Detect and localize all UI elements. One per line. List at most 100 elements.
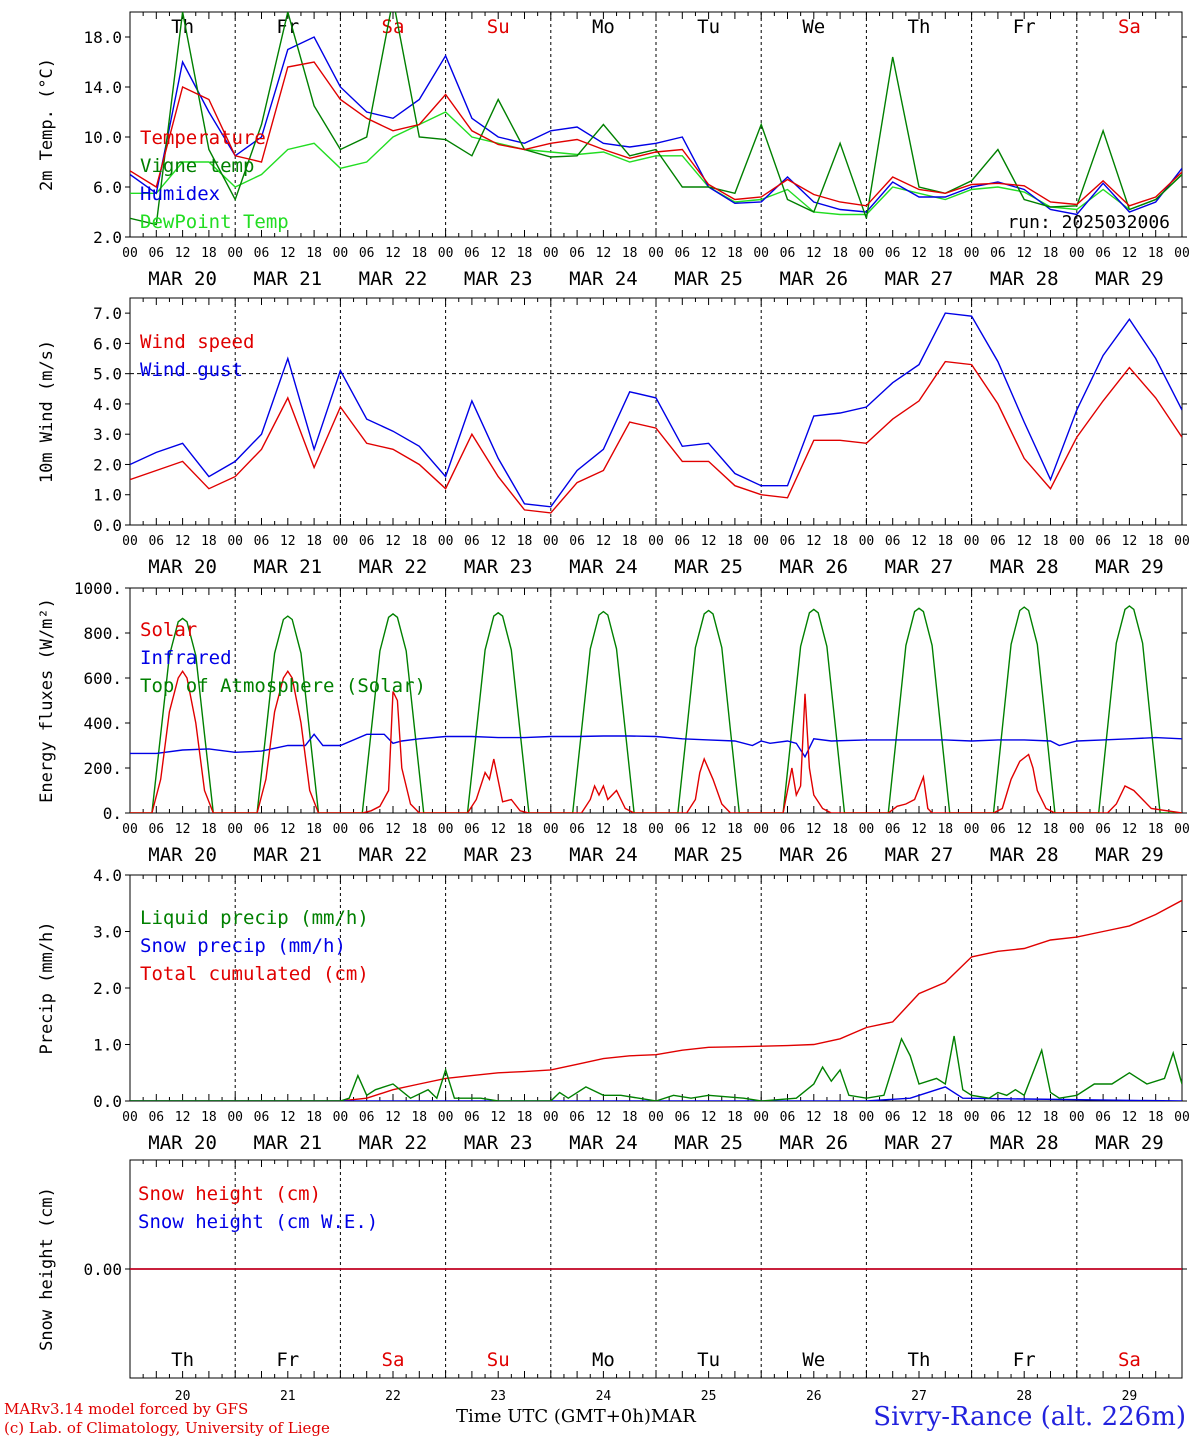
x-tick-label: 06 (1095, 1110, 1111, 1125)
x-day-number: 27 (911, 1389, 927, 1404)
x-day-label: MAR 20 (148, 844, 217, 866)
y-tick-label: 0.00 (83, 1260, 122, 1279)
y-axis-label: Precip (mm/h) (37, 921, 57, 1054)
x-tick-label: 18 (622, 534, 638, 549)
x-tick-label: 18 (306, 1110, 322, 1125)
weekday-label: Fr (1013, 16, 1036, 38)
x-tick-label: 06 (254, 822, 270, 837)
x-tick-label: 12 (596, 534, 612, 549)
x-tick-label: 00 (1174, 246, 1190, 261)
weekday-label: Sa (1118, 1349, 1141, 1371)
x-tick-label: 12 (701, 822, 717, 837)
x-tick-label: 12 (280, 1110, 296, 1125)
x-day-label: MAR 26 (779, 1132, 848, 1154)
legend-entry: Temperature (140, 127, 266, 149)
x-tick-label: 18 (727, 1110, 743, 1125)
weekday-label: We (802, 1349, 825, 1371)
credit-line-lab: (c) Lab. of Climatology, University of L… (4, 1419, 330, 1437)
x-tick-label: 00 (1069, 534, 1085, 549)
x-tick-label: 06 (569, 534, 585, 549)
y-tick-label: 4.0 (93, 866, 122, 885)
y-tick-label: 2.0 (93, 455, 122, 474)
weekday-label: Th (908, 1349, 931, 1371)
x-tick-label: 00 (333, 534, 349, 549)
series-wind-speed (130, 360, 1182, 514)
x-tick-label: 12 (1016, 246, 1032, 261)
x-tick-label: 12 (1122, 822, 1138, 837)
y-tick-label: 2.0 (93, 979, 122, 998)
x-tick-label: 00 (1069, 822, 1085, 837)
x-tick-label: 12 (1016, 822, 1032, 837)
series-snow-precip-mm-h (130, 1086, 1182, 1101)
y-tick-label: 5.0 (93, 365, 122, 384)
y-tick-label: 7.0 (93, 304, 122, 323)
x-tick-label: 06 (569, 1110, 585, 1125)
x-tick-label: 00 (964, 822, 980, 837)
y-axis-label: Energy fluxes (W/m²) (37, 598, 57, 803)
run-annotation: run: 2025032006 (1007, 212, 1170, 233)
x-tick-label: 06 (885, 534, 901, 549)
x-tick-label: 06 (780, 1110, 796, 1125)
y-tick-label: 18.0 (83, 28, 122, 47)
legend-entry: Top of Atmosphere (Solar) (140, 675, 426, 697)
legend-entry: Wind speed (140, 331, 254, 353)
legend-entry: DewPoint Temp (140, 211, 289, 233)
x-tick-label: 18 (201, 1110, 217, 1125)
x-tick-label: 18 (1148, 534, 1164, 549)
x-tick-label: 18 (832, 246, 848, 261)
series-total-cumulated-cm (130, 899, 1182, 1101)
x-day-number: 20 (175, 1389, 191, 1404)
x-tick-label: 12 (1122, 534, 1138, 549)
y-tick-label: 0.0 (93, 516, 122, 535)
x-tick-label: 12 (911, 1110, 927, 1125)
station-name: Sivry-Rance (alt. 226m) (873, 1402, 1186, 1432)
y-tick-label: 1.0 (93, 486, 122, 505)
x-day-number: 28 (1016, 1389, 1032, 1404)
series-infrared (130, 733, 1182, 759)
y-tick-label: 14.0 (83, 78, 122, 97)
panel-3: 0. 200. 400. 600. 800. 1000. Energy fluxes (W/… (37, 579, 1190, 866)
weekday-label: We (802, 16, 825, 38)
x-tick-label: 12 (911, 822, 927, 837)
x-tick-label: 12 (1122, 246, 1138, 261)
legend-entry: Humidex (140, 183, 220, 205)
y-tick-label: 3.0 (93, 923, 122, 942)
x-tick-label: 18 (411, 822, 427, 837)
series-top-of-atmosphere-solar (130, 605, 1182, 813)
x-tick-label: 06 (254, 246, 270, 261)
x-day-label: MAR 23 (464, 844, 533, 866)
x-tick-label: 12 (596, 1110, 612, 1125)
x-tick-label: 00 (859, 534, 875, 549)
x-tick-label: 00 (438, 246, 454, 261)
x-tick-label: 06 (780, 534, 796, 549)
weekday-label: Su (487, 16, 510, 38)
x-tick-label: 12 (806, 1110, 822, 1125)
x-day-label: MAR 25 (674, 1132, 743, 1154)
x-tick-label: 00 (648, 246, 664, 261)
x-tick-label: 12 (806, 822, 822, 837)
plot-frame (129, 587, 1183, 814)
x-day-label: MAR 29 (1095, 556, 1164, 578)
x-day-label: MAR 25 (674, 844, 743, 866)
x-tick-label: 00 (1174, 822, 1190, 837)
x-tick-label: 06 (885, 822, 901, 837)
x-tick-label: 18 (201, 822, 217, 837)
x-tick-label: 12 (701, 1110, 717, 1125)
x-tick-label: 00 (227, 534, 243, 549)
x-tick-label: 06 (990, 534, 1006, 549)
x-tick-label: 18 (411, 534, 427, 549)
legend-entry: Wind gust (140, 359, 243, 381)
y-tick-label: 1.0 (93, 1036, 122, 1055)
x-day-label: MAR 25 (674, 556, 743, 578)
y-tick-label: 10.0 (83, 128, 122, 147)
x-tick-label: 00 (227, 1110, 243, 1125)
x-tick-label: 18 (517, 1110, 533, 1125)
legend-entry: Snow precip (mm/h) (140, 935, 346, 957)
x-day-label: MAR 27 (885, 844, 954, 866)
x-day-label: MAR 21 (253, 1132, 322, 1154)
x-tick-label: 12 (1016, 534, 1032, 549)
x-tick-label: 00 (1174, 1110, 1190, 1125)
x-tick-label: 00 (964, 534, 980, 549)
x-tick-label: 18 (937, 534, 953, 549)
y-tick-label: 3.0 (93, 425, 122, 444)
